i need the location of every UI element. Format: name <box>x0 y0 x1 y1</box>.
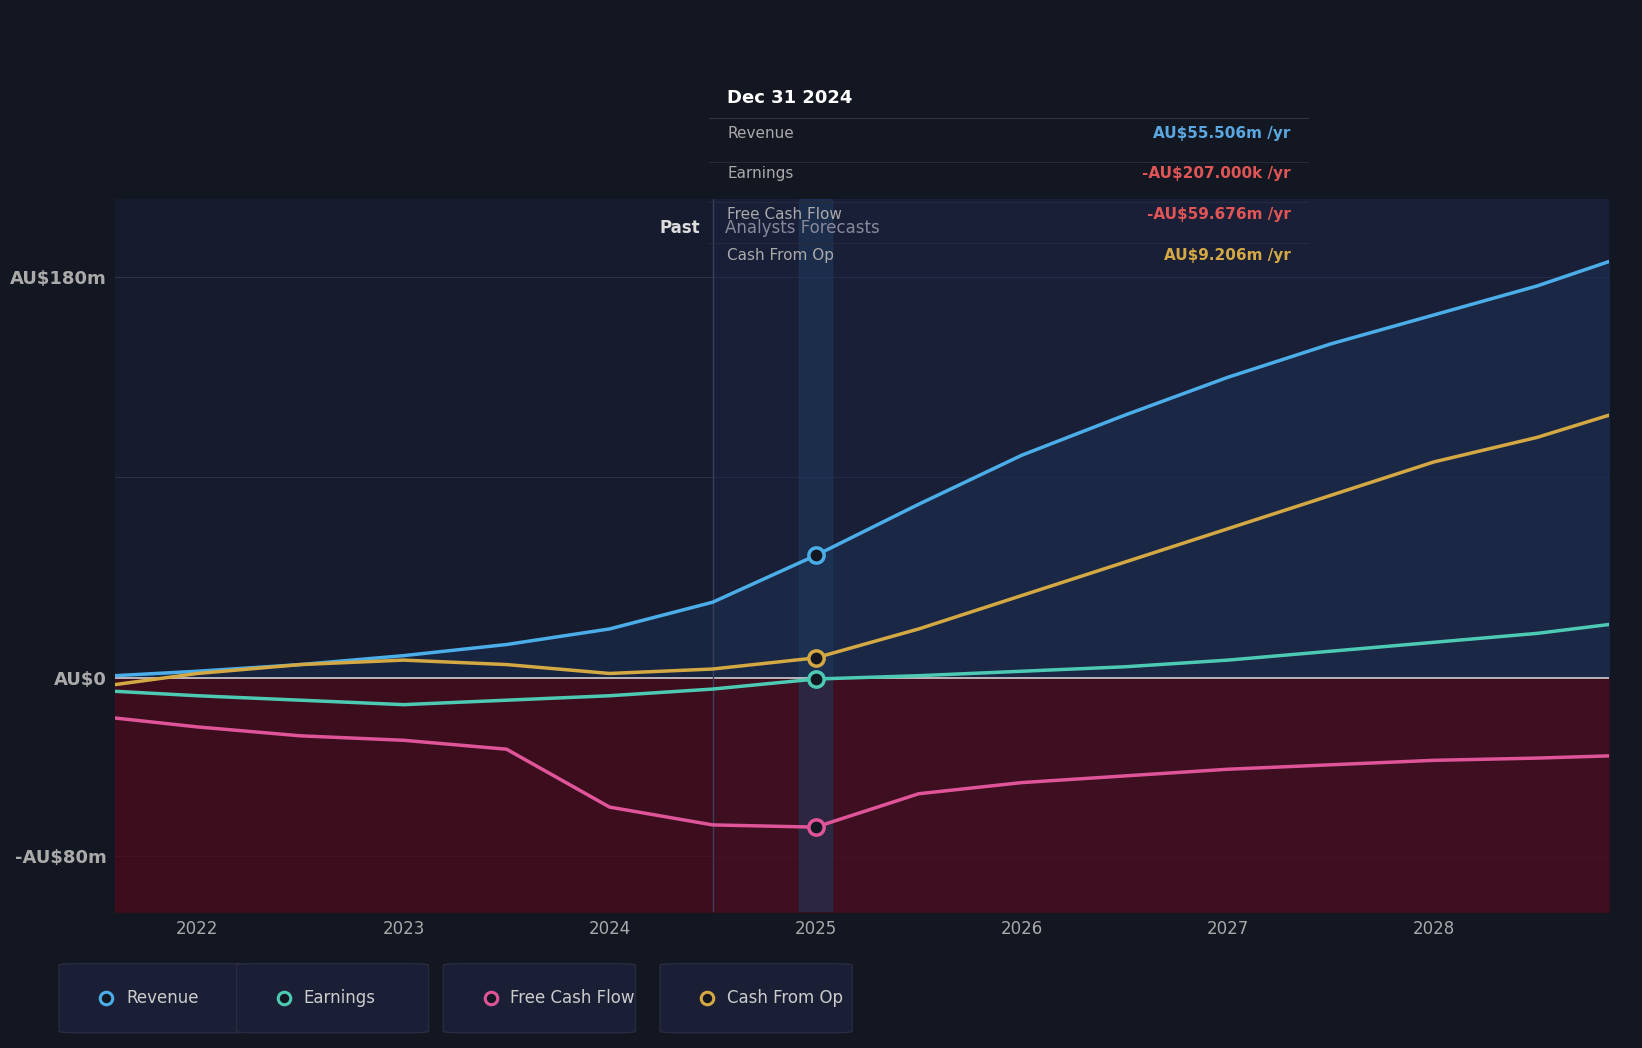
Bar <box>713 199 1609 912</box>
Text: AU$55.506m /yr: AU$55.506m /yr <box>1153 126 1291 140</box>
Text: Cash From Op: Cash From Op <box>727 248 834 263</box>
FancyBboxPatch shape <box>59 964 251 1033</box>
FancyBboxPatch shape <box>443 964 635 1033</box>
FancyBboxPatch shape <box>660 964 852 1033</box>
Text: AU$9.206m /yr: AU$9.206m /yr <box>1164 248 1291 263</box>
Text: Earnings: Earnings <box>727 167 793 181</box>
Bar <box>800 199 832 912</box>
Text: Earnings: Earnings <box>304 989 376 1007</box>
Text: Revenue: Revenue <box>727 126 795 140</box>
Text: Dec 31 2024: Dec 31 2024 <box>727 89 852 107</box>
Text: Past: Past <box>660 219 699 237</box>
Text: -AU$207.000k /yr: -AU$207.000k /yr <box>1143 167 1291 181</box>
FancyBboxPatch shape <box>236 964 429 1033</box>
Text: Cash From Op: Cash From Op <box>727 989 842 1007</box>
Text: Revenue: Revenue <box>126 989 199 1007</box>
Text: Free Cash Flow: Free Cash Flow <box>511 989 635 1007</box>
Text: Free Cash Flow: Free Cash Flow <box>727 208 842 222</box>
Text: Analysts Forecasts: Analysts Forecasts <box>726 219 880 237</box>
Text: -AU$59.676m /yr: -AU$59.676m /yr <box>1146 208 1291 222</box>
